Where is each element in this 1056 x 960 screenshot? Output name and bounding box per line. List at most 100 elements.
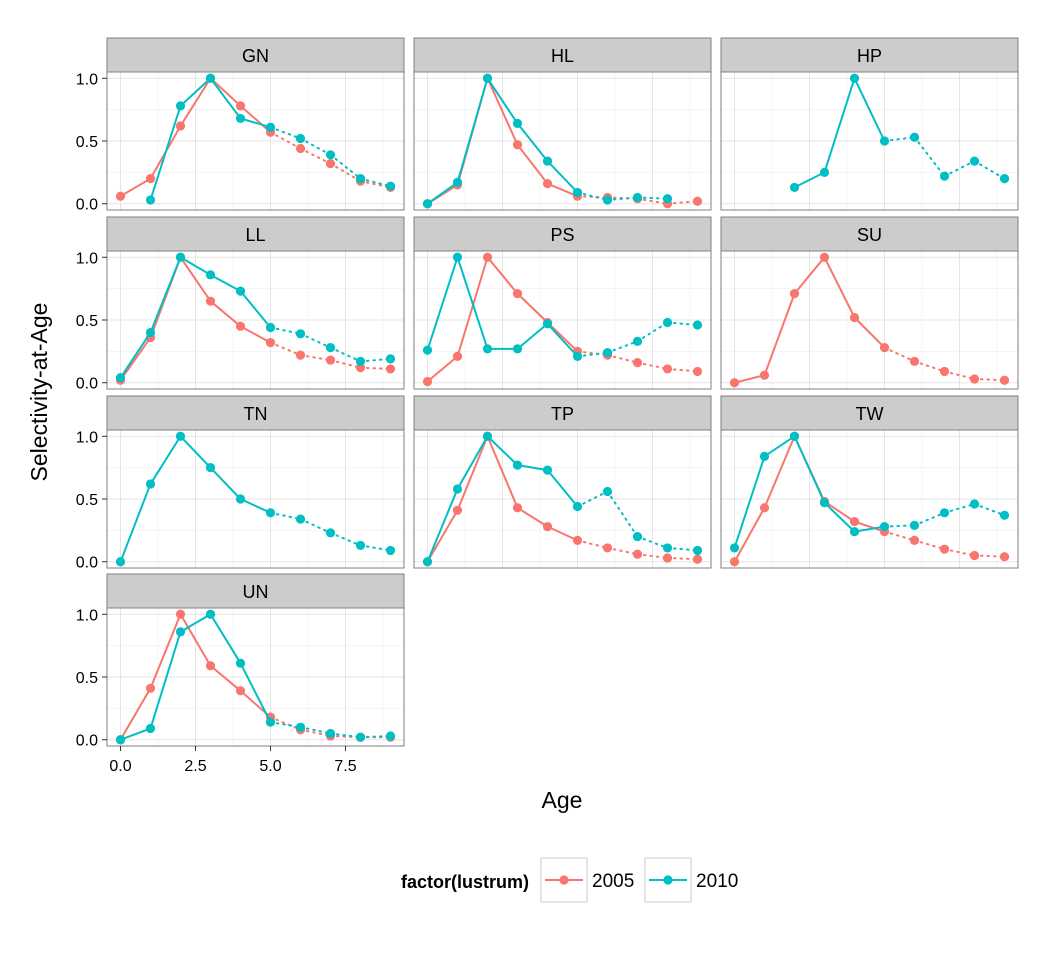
series-segment bbox=[179, 613, 212, 633]
series-segment bbox=[209, 77, 242, 107]
data-point bbox=[632, 336, 643, 346]
panel-tw: TW bbox=[720, 395, 1019, 569]
x-axis-title: Age bbox=[542, 787, 583, 813]
data-point bbox=[452, 505, 463, 515]
data-point bbox=[265, 122, 276, 132]
series-segment bbox=[823, 500, 856, 523]
series-segment bbox=[793, 256, 826, 295]
panel-strip bbox=[413, 395, 712, 431]
series-segment bbox=[546, 322, 579, 358]
series-segment-dotted bbox=[269, 131, 302, 150]
data-point bbox=[115, 191, 126, 201]
data-point bbox=[662, 364, 673, 374]
legend: factor(lustrum) 2005 2010 bbox=[401, 857, 738, 903]
series-segment bbox=[179, 256, 212, 276]
data-point bbox=[939, 508, 950, 518]
data-point bbox=[205, 463, 216, 473]
y-tick-label: 1.0 bbox=[76, 250, 98, 267]
legend-entry-label: 2010 bbox=[696, 871, 738, 892]
series-segment bbox=[149, 104, 182, 201]
series-segment bbox=[763, 292, 796, 377]
panel-strip-label: UN bbox=[243, 582, 269, 602]
data-point bbox=[632, 358, 643, 368]
series-segment-dotted bbox=[883, 530, 916, 542]
series-segment bbox=[486, 435, 519, 467]
legend-title: factor(lustrum) bbox=[401, 872, 529, 892]
panel-strip bbox=[106, 216, 405, 252]
series-segment-dotted bbox=[576, 539, 609, 549]
panel-ll: LL 0.0 0.5 1.0 bbox=[76, 216, 405, 393]
series-segment bbox=[119, 177, 152, 198]
series-segment bbox=[456, 435, 489, 490]
series-segment bbox=[546, 525, 579, 542]
series-segment bbox=[426, 181, 459, 205]
series-segment-dotted bbox=[329, 359, 362, 369]
panel-strip-label: TW bbox=[856, 404, 884, 424]
series-segment-dotted bbox=[329, 153, 362, 180]
series-segment bbox=[546, 160, 579, 194]
series-segment-dotted bbox=[666, 321, 699, 327]
series-segment bbox=[546, 182, 579, 198]
series-segment-dotted bbox=[299, 354, 332, 362]
data-point bbox=[602, 543, 613, 553]
panel-gn: GN 0.0 0.5 1.0 bbox=[76, 37, 405, 214]
series-segment-dotted bbox=[269, 511, 302, 521]
data-point bbox=[325, 355, 336, 365]
series-segment-dotted bbox=[269, 341, 302, 357]
series-segment bbox=[456, 435, 489, 512]
series-segment bbox=[823, 256, 856, 319]
series-segment bbox=[733, 455, 766, 549]
series-segment bbox=[239, 104, 272, 134]
data-point bbox=[355, 174, 366, 184]
x-tick-label: 2.5 bbox=[184, 758, 206, 775]
data-point bbox=[849, 516, 860, 527]
panel-strip bbox=[106, 395, 405, 431]
series-segment bbox=[853, 520, 886, 533]
data-point bbox=[819, 167, 830, 177]
series-segment-dotted bbox=[666, 556, 699, 561]
series-2010 bbox=[115, 252, 396, 383]
series-2010 bbox=[115, 609, 396, 745]
series-segment-dotted bbox=[666, 200, 699, 205]
series-segment-dotted bbox=[636, 361, 669, 370]
panel-tp: TP bbox=[413, 395, 712, 569]
data-point bbox=[909, 535, 920, 546]
data-point bbox=[662, 317, 673, 328]
data-point bbox=[999, 174, 1010, 184]
series-segment-dotted bbox=[636, 197, 669, 205]
series-segment-dotted bbox=[943, 548, 976, 557]
data-point bbox=[235, 113, 246, 124]
data-point bbox=[969, 374, 980, 384]
series-segment bbox=[179, 435, 212, 469]
series-segment-dotted bbox=[299, 728, 332, 737]
series-segment bbox=[516, 292, 549, 324]
data-point bbox=[512, 503, 523, 513]
x-tick-label: 0.0 bbox=[109, 758, 131, 775]
data-point bbox=[205, 270, 216, 280]
panel-su: SU bbox=[720, 216, 1019, 390]
series-segment-dotted bbox=[359, 177, 392, 188]
data-point bbox=[145, 479, 156, 489]
series-2010 bbox=[145, 73, 396, 205]
series-segment-dotted bbox=[636, 535, 669, 549]
x-tick-label: 5.0 bbox=[259, 758, 281, 775]
series-segment-dotted bbox=[973, 160, 1006, 180]
series-segment bbox=[516, 122, 549, 163]
data-point bbox=[295, 143, 306, 154]
data-point bbox=[789, 289, 800, 299]
data-point bbox=[632, 532, 643, 542]
series-segment bbox=[516, 322, 549, 350]
data-point bbox=[115, 735, 126, 745]
series-segment bbox=[486, 435, 519, 509]
data-point bbox=[969, 550, 980, 561]
data-point bbox=[999, 375, 1010, 385]
panel-un: UN 0.0 0.5 1.0 0.0 2.5 5.0 7.5 bbox=[76, 573, 405, 775]
y-tick-label: 1.0 bbox=[76, 71, 98, 88]
panel-border bbox=[413, 71, 712, 211]
series-2010 bbox=[789, 73, 1010, 193]
y-tick-label: 1.0 bbox=[76, 429, 98, 446]
data-point bbox=[849, 73, 860, 83]
series-segment-dotted bbox=[329, 162, 362, 183]
data-point bbox=[355, 732, 366, 742]
series-segment-dotted bbox=[913, 511, 946, 527]
